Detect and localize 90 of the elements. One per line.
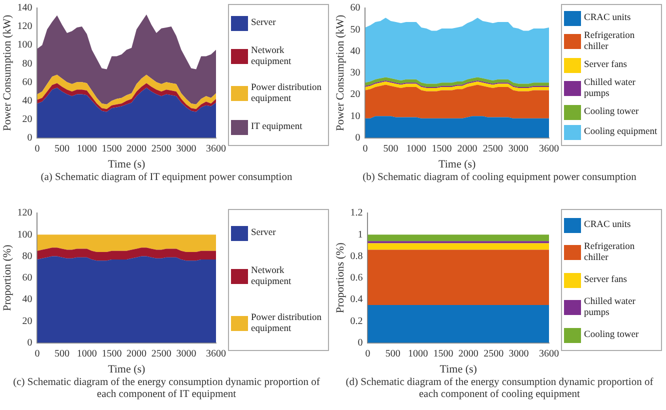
x-tick-label: 3600 [206, 143, 226, 154]
text: (b) Schematic diagram of cooling equipment power consumption [362, 172, 638, 184]
x-tick-label: 1500 [102, 143, 122, 154]
y-tick-label: 0 [27, 337, 32, 348]
legend-label: Server fans [584, 60, 627, 70]
x-tick-label: 3600 [539, 143, 559, 154]
y-tick-label: 100 [17, 40, 32, 51]
x-tick-label: 500 [383, 143, 398, 154]
x-tick-label: 2500 [484, 348, 504, 360]
x-tick-label: 2000 [126, 143, 147, 154]
y-tick-label: 120 [17, 208, 32, 219]
x-axis-title: Time (s) [440, 363, 478, 376]
y-tick-label: 0 [355, 132, 360, 144]
legend-label: Chilled water pumps [584, 296, 636, 318]
legend-label: IT equipment [251, 122, 302, 132]
x-tick-label: 2000 [458, 348, 478, 360]
x-tick-label: 500 [385, 348, 400, 360]
x-tick-label: 2500 [151, 143, 172, 154]
legend-label: CRAC units [584, 220, 631, 230]
y-tick-label: 60 [350, 2, 360, 14]
x-tick-label: 0 [34, 143, 40, 154]
text: (d) Schematic diagram of the energy consumption dynamic proportion of each component of cooling equipment [344, 377, 654, 401]
y-tick-label: 40 [22, 294, 32, 306]
x-tick-label: 1500 [102, 348, 122, 360]
y-tick-label: 80 [22, 250, 32, 262]
y-tick-label: 60 [22, 272, 32, 284]
y-tick-label: 0 [358, 337, 363, 348]
x-tick-label: 1000 [76, 143, 97, 154]
text: (c) Schematic diagram of the energy consumption dynamic proportion of each component of IT equipment [12, 377, 321, 401]
legend-label: Power distribution equipment [251, 82, 322, 104]
x-tick-label: 3000 [176, 143, 196, 154]
y-tick-label: 0.2 [350, 316, 363, 327]
y-tick-label: 120 [17, 21, 32, 32]
legend-label: Cooling equipment [584, 126, 658, 138]
y-tick-label: 140 [17, 2, 32, 14]
x-tick-label: 2000 [126, 348, 147, 360]
x-axis-title: Time (s) [108, 158, 146, 170]
y-tick-label: 0.8 [350, 250, 363, 262]
legend-label: Chilled water pumps [584, 78, 636, 100]
legend-label: Server fans [584, 274, 627, 286]
y-tick-label: 20 [22, 114, 32, 125]
x-tick-label: 3000 [508, 348, 529, 360]
x-tick-label: 500 [54, 348, 70, 360]
x-tick-label: 1000 [76, 348, 97, 360]
y-tick-label: 20 [22, 316, 32, 327]
legend-label: Refrigeration chiller [584, 242, 636, 264]
y-axis-title: Proportion (%) [1, 244, 14, 312]
y-tick-label: 10 [350, 110, 360, 122]
y-axis-title: Proportions (%) [334, 242, 346, 314]
x-tick-label: 0 [365, 348, 370, 360]
x-tick-label: 1500 [433, 348, 454, 360]
x-tick-label: 3600 [539, 348, 559, 360]
x-tick-label: 1500 [432, 143, 452, 154]
y-tick-label: 1 [358, 229, 363, 240]
x-tick-label: 2500 [151, 348, 172, 360]
legend-label: Cooling tower [584, 106, 639, 118]
x-axis-title: Time (s) [108, 363, 146, 376]
y-tick-label: 100 [17, 229, 32, 240]
y-tick-label: 20 [350, 89, 360, 100]
y-tick-label: 80 [22, 58, 32, 70]
x-tick-label: 1000 [408, 348, 428, 360]
legend-label: Power distribution equipment [251, 312, 322, 334]
x-tick-label: 1000 [406, 143, 426, 154]
x-tick-label: 500 [54, 143, 70, 154]
legend-label: Network equipment [251, 266, 292, 288]
y-tick-label: 30 [350, 68, 360, 79]
y-tick-label: 0.4 [350, 294, 363, 306]
legend-label: CRAC units [584, 12, 631, 24]
legend-label: Server [251, 18, 276, 28]
x-tick-label: 3000 [508, 143, 528, 154]
x-tick-label: 2000 [457, 143, 478, 154]
x-tick-label: 2500 [482, 143, 503, 154]
y-axis-title: Power Consumption (kW) [334, 14, 346, 131]
legend-label: Network equipment [251, 46, 292, 68]
legend-label: Refrigeration chiller [584, 30, 636, 52]
y-tick-label: 40 [22, 95, 32, 106]
y-tick-label: 60 [22, 76, 32, 88]
x-axis-title: Time (s) [438, 158, 476, 170]
text: (a) Schematic diagram of IT equipment power consumption [40, 172, 294, 184]
y-tick-label: 50 [350, 24, 360, 36]
y-axis-title: Power Consumption (kW) [1, 14, 14, 131]
legend-label: Server [251, 228, 276, 238]
y-tick-label: 1.2 [350, 208, 363, 219]
x-tick-label: 0 [34, 348, 40, 360]
x-tick-label: 3600 [206, 348, 226, 360]
y-tick-label: 40 [350, 46, 360, 57]
x-tick-label: 3000 [176, 348, 196, 360]
y-tick-label: 0 [27, 132, 32, 144]
y-tick-label: 0.6 [350, 272, 363, 284]
legend-label: Cooling tower [584, 330, 639, 340]
